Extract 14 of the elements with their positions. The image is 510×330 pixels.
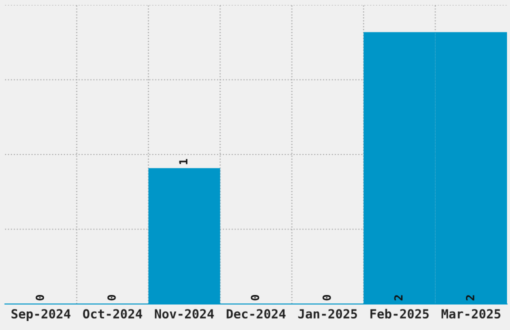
x-tick-label: Feb-2025	[370, 308, 429, 319]
data-label: 2	[394, 295, 402, 300]
x-tick-label: Oct-2024	[83, 309, 142, 319]
data-label: 0	[107, 294, 116, 300]
data-label: 2	[466, 295, 474, 300]
x-tick-label: Sep-2024	[12, 309, 70, 321]
data-label: 0	[322, 294, 331, 300]
data-label: 0	[250, 294, 260, 300]
x-tick-label: Dec-2024	[226, 309, 286, 319]
data-label: 0	[36, 294, 44, 300]
x-tick-label: Jan-2025	[298, 309, 357, 319]
data-label: 1	[179, 158, 188, 164]
x-tick-label: Mar-2025	[442, 309, 500, 319]
x-tick-label: Nov-2024	[154, 309, 214, 319]
